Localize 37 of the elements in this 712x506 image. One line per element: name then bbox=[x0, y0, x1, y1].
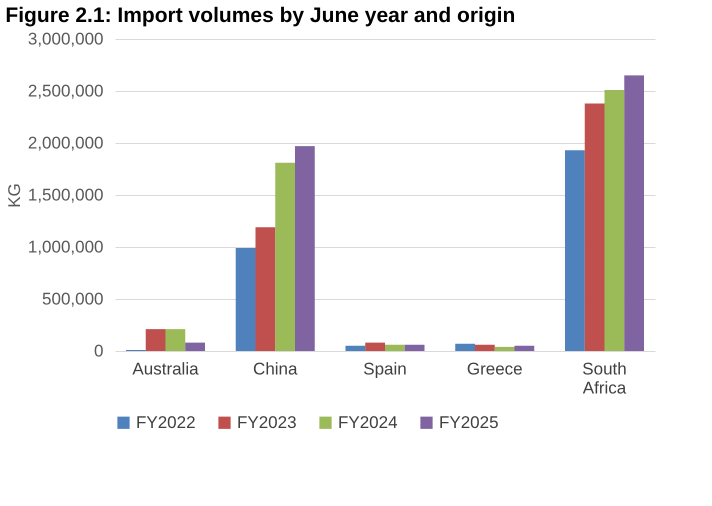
bar bbox=[295, 146, 315, 351]
bar bbox=[494, 346, 515, 351]
x-tick-label: China bbox=[253, 360, 298, 378]
bar bbox=[455, 344, 475, 351]
y-tick-label: 2,000,000 bbox=[28, 134, 104, 152]
bar bbox=[365, 342, 385, 351]
bar bbox=[514, 346, 534, 351]
x-tick-label: Australia bbox=[132, 360, 200, 378]
bar bbox=[604, 90, 624, 351]
legend-label: FY2024 bbox=[338, 412, 398, 432]
y-tick-label: 0 bbox=[94, 342, 104, 360]
y-tick-label: 1,500,000 bbox=[28, 186, 104, 204]
legend-label: FY2025 bbox=[439, 412, 499, 432]
bar bbox=[165, 329, 186, 351]
bar bbox=[275, 162, 295, 351]
bar bbox=[255, 227, 276, 351]
bar bbox=[345, 346, 366, 351]
y-tick-label: 3,000,000 bbox=[28, 30, 104, 48]
bar bbox=[404, 344, 425, 351]
chart-title: Figure 2.1: Import volumes by June year and origin bbox=[5, 4, 516, 27]
y-tick-label: 2,500,000 bbox=[28, 82, 104, 100]
x-tick-label: Greece bbox=[466, 360, 523, 378]
bar bbox=[565, 150, 585, 351]
bar bbox=[475, 344, 495, 351]
bar bbox=[236, 248, 256, 351]
y-tick-label: 500,000 bbox=[42, 290, 104, 308]
bar bbox=[185, 342, 205, 351]
bar bbox=[624, 75, 644, 351]
bar bbox=[385, 344, 405, 351]
y-tick-label: 1,000,000 bbox=[28, 238, 104, 256]
legend-label: FY2022 bbox=[136, 412, 196, 432]
x-tick-label: Spain bbox=[363, 360, 407, 378]
bar bbox=[584, 103, 605, 351]
x-tick-label: South Africa bbox=[582, 360, 627, 398]
legend-label: FY2023 bbox=[237, 412, 297, 432]
y-axis-title: KG bbox=[4, 183, 24, 208]
bar bbox=[146, 329, 166, 351]
